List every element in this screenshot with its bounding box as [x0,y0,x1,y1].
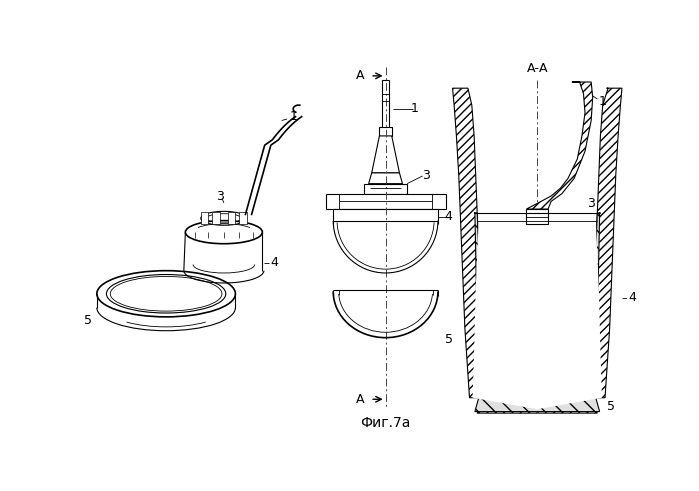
Polygon shape [372,136,399,173]
Polygon shape [475,398,600,411]
Text: 3: 3 [587,197,595,210]
Polygon shape [201,212,208,224]
Text: 3: 3 [216,190,224,203]
Polygon shape [477,398,598,413]
Polygon shape [239,212,247,224]
Polygon shape [326,193,446,209]
Text: 5: 5 [445,333,453,347]
Polygon shape [526,82,593,209]
Text: 5: 5 [607,401,615,413]
Polygon shape [380,127,391,136]
Polygon shape [364,184,407,193]
Text: 4: 4 [270,256,278,270]
Polygon shape [526,209,548,224]
Polygon shape [382,81,389,128]
Text: Фиг.7а: Фиг.7а [361,416,411,430]
Polygon shape [452,88,485,398]
Text: 1: 1 [289,110,297,123]
Polygon shape [212,212,220,224]
Polygon shape [333,209,438,220]
Text: 3: 3 [421,169,430,183]
Text: А: А [356,69,364,82]
Polygon shape [474,213,485,398]
Polygon shape [228,212,236,224]
Polygon shape [368,173,403,184]
Polygon shape [590,213,600,398]
Text: А-А: А-А [526,62,548,75]
Text: 5: 5 [84,314,92,327]
Text: 1: 1 [411,103,419,115]
Text: 4: 4 [445,210,453,223]
Text: 4: 4 [628,291,636,304]
Text: 1: 1 [599,95,607,108]
Polygon shape [473,220,602,409]
Polygon shape [590,88,622,398]
Text: А: А [356,393,364,406]
